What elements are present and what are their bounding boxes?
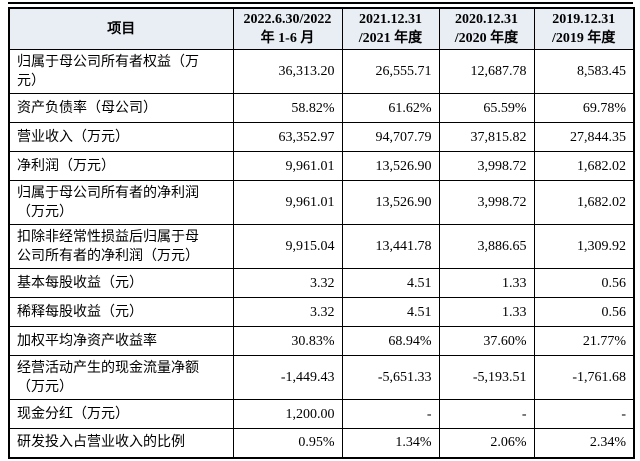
cell-value: 0.56 <box>533 268 635 298</box>
row-label: 经营活动产生的现金流量净额 （万元） <box>8 355 234 400</box>
cell-value: 21.77% <box>533 326 635 356</box>
table-header: 项目 2022.6.30/2022 年 1-6 月 2021.12.31 /2021… <box>8 7 635 50</box>
cell-value: -5,193.51 <box>438 355 535 400</box>
table-row: 扣除非经常性损益后归属于母 公司所有者的净利润（万元） 9,915.04 13,44… <box>8 224 635 269</box>
cell-value: 1.33 <box>438 268 535 298</box>
table-row: 基本每股收益（元） 3.32 4.51 1.33 0.56 <box>8 268 635 298</box>
cell-value: 3.32 <box>232 268 343 298</box>
cell-value: 9,915.04 <box>232 224 343 269</box>
table-row: 加权平均净资产收益率 30.83% 68.94% 37.60% 21.77% <box>8 326 635 356</box>
row-label: 稀释每股收益（元） <box>8 297 234 327</box>
item-column-header: 项目 <box>8 7 234 50</box>
table-body: 归属于母公司所有者权益（万 元） 36,313.20 26,555.71 12,687… <box>8 49 635 458</box>
cell-value: -5,651.33 <box>341 355 440 400</box>
cell-value: -1,761.68 <box>533 355 635 400</box>
cell-value: 1,682.02 <box>533 151 635 181</box>
row-label: 归属于母公司所有者的净利润 （万元） <box>8 180 234 225</box>
table-row: 研发投入占营业收入的比例 0.95% 1.34% 2.06% 2.34% <box>8 428 635 458</box>
row-label: 现金分红（万元） <box>8 399 234 429</box>
cell-value: 37.60% <box>438 326 535 356</box>
header-row: 项目 2022.6.30/2022 年 1-6 月 2021.12.31 /2021… <box>8 7 635 50</box>
table-row: 资产负债率（母公司） 58.82% 61.62% 65.59% 69.78% <box>8 93 635 123</box>
row-label: 研发投入占营业收入的比例 <box>8 428 234 458</box>
table-row: 净利润（万元） 9,961.01 13,526.90 3,998.72 1,682.02 <box>8 151 635 181</box>
cell-value: 1.33 <box>438 297 535 327</box>
period-column-header: 2021.12.31 /2021 年度 <box>341 7 440 50</box>
cell-value: -1,449.43 <box>232 355 343 400</box>
cell-value: 1.34% <box>341 428 440 458</box>
cell-value: 26,555.71 <box>341 49 440 94</box>
cell-value: 1,309.92 <box>533 224 635 269</box>
cell-value: 4.51 <box>341 297 440 327</box>
row-label: 扣除非经常性损益后归属于母 公司所有者的净利润（万元） <box>8 224 234 269</box>
table-row: 归属于母公司所有者的净利润 （万元） 9,961.01 13,526.90 3,998… <box>8 180 635 225</box>
cell-value: 13,526.90 <box>341 180 440 225</box>
cell-value: 3,998.72 <box>438 180 535 225</box>
period-column-header: 2019.12.31 /2019 年度 <box>533 7 635 50</box>
cell-value: 3,998.72 <box>438 151 535 181</box>
row-label: 归属于母公司所有者权益（万 元） <box>8 49 234 94</box>
cell-value: - <box>533 399 635 429</box>
cell-value: 4.51 <box>341 268 440 298</box>
row-label: 加权平均净资产收益率 <box>8 326 234 356</box>
table-row: 稀释每股收益（元） 3.32 4.51 1.33 0.56 <box>8 297 635 327</box>
table-row: 归属于母公司所有者权益（万 元） 36,313.20 26,555.71 12,687… <box>8 49 635 94</box>
cell-value: 3.32 <box>232 297 343 327</box>
cell-value: 1,682.02 <box>533 180 635 225</box>
row-label: 净利润（万元） <box>8 151 234 181</box>
cell-value: 9,961.01 <box>232 180 343 225</box>
table-row: 现金分红（万元） 1,200.00- - - <box>8 399 635 429</box>
cell-value: - <box>341 399 440 429</box>
cell-value: 94,707.79 <box>341 122 440 152</box>
row-label: 营业收入（万元） <box>8 122 234 152</box>
cell-value: 2.06% <box>438 428 535 458</box>
row-label: 资产负债率（母公司） <box>8 93 234 123</box>
table-row: 营业收入（万元） 63,352.97 94,707.79 37,815.82 27,84… <box>8 122 635 152</box>
cell-value: 68.94% <box>341 326 440 356</box>
cell-value: 13,441.78 <box>341 224 440 269</box>
period-column-header: 2020.12.31 /2020 年度 <box>438 7 535 50</box>
cell-value: 9,961.01 <box>232 151 343 181</box>
cell-value: 12,687.78 <box>438 49 535 94</box>
cell-value: - <box>438 399 535 429</box>
cell-value: 13,526.90 <box>341 151 440 181</box>
cell-value: 1,200.00 <box>232 399 343 429</box>
cell-value: 3,886.65 <box>438 224 535 269</box>
cell-value: 37,815.82 <box>438 122 535 152</box>
cell-value: 63,352.97 <box>232 122 343 152</box>
table-row: 经营活动产生的现金流量净额 （万元） -1,449.43 -5,651.33 -5,1… <box>8 355 635 400</box>
row-label: 基本每股收益（元） <box>8 268 234 298</box>
cell-value: 8,583.45 <box>533 49 635 94</box>
cell-value: 0.95% <box>232 428 343 458</box>
cell-value: 58.82% <box>232 93 343 123</box>
cell-value: 27,844.35 <box>533 122 635 152</box>
cell-value: 61.62% <box>341 93 440 123</box>
cell-value: 36,313.20 <box>232 49 343 94</box>
cell-value: 69.78% <box>533 93 635 123</box>
cell-value: 65.59% <box>438 93 535 123</box>
financial-summary-table: 项目 2022.6.30/2022 年 1-6 月 2021.12.31 /2021… <box>8 7 635 459</box>
table-top-rule <box>8 2 633 4</box>
cell-value: 30.83% <box>232 326 343 356</box>
period-column-header: 2022.6.30/2022 年 1-6 月 <box>232 7 343 50</box>
cell-value: 2.34% <box>533 428 635 458</box>
cell-value: 0.56 <box>533 297 635 327</box>
